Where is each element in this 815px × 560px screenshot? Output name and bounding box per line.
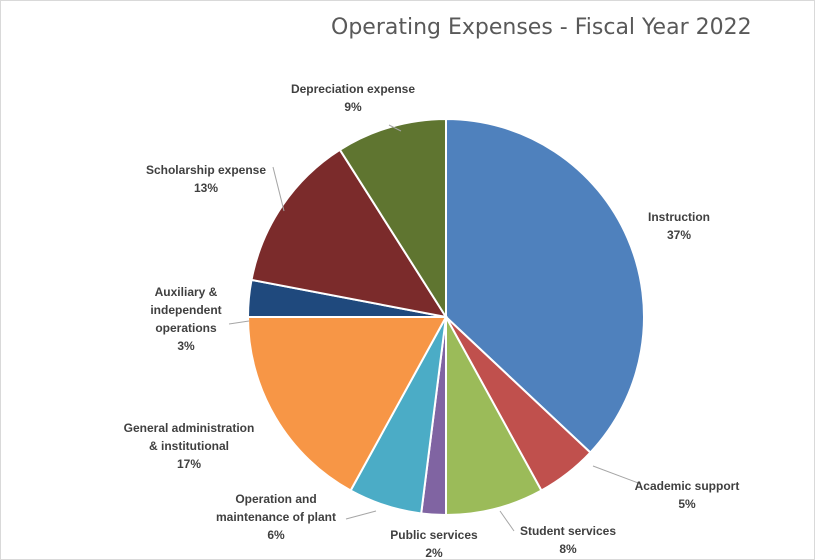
slice-label: Academic support 5% (635, 479, 740, 511)
leader-line (592, 465, 642, 485)
leader-line (345, 510, 377, 520)
slice-label: Scholarship expense 13% (146, 163, 266, 195)
leader-line (388, 124, 402, 132)
leader-line (272, 166, 285, 212)
slice-label: Public services 2% (390, 528, 478, 559)
pie-slice (445, 316, 543, 517)
slice-label: Auxiliary & independent operations 3% (150, 285, 221, 353)
pie-slice (338, 117, 447, 321)
slice-label: Student services 8% (520, 524, 616, 556)
leader-line (499, 510, 515, 532)
slice-label: Operation and maintenance of plant 6% (216, 492, 336, 542)
chart-title: Operating Expenses - Fiscal Year 2022 (331, 15, 752, 40)
slice-label: Instruction 37% (648, 210, 710, 242)
slice-label: Depreciation expense 9% (291, 82, 415, 114)
slice-label: General administration & institutional 17% (124, 421, 255, 471)
leader-line (228, 320, 250, 325)
pie-slice (445, 117, 645, 454)
pie-slice (246, 316, 448, 492)
